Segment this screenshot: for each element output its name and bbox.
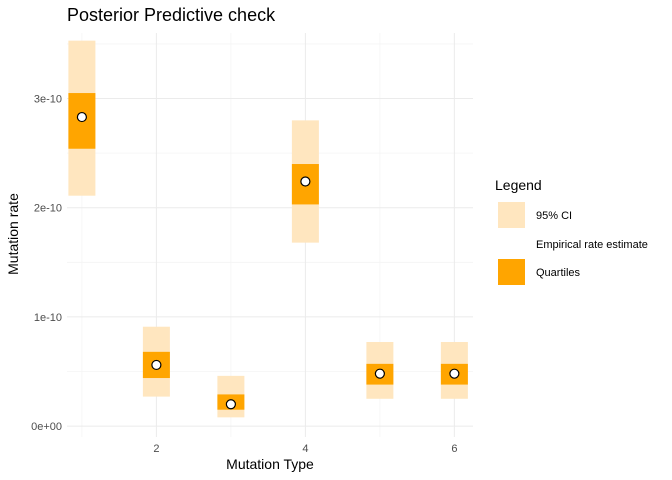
x-tick-label: 6 <box>451 443 457 455</box>
legend-label-empirical: Empirical rate estimate <box>536 239 648 251</box>
y-tick-label: 2e-10 <box>34 203 62 215</box>
x-axis-title: Mutation Type <box>226 456 314 472</box>
empirical-point <box>225 399 236 410</box>
legend-key-quartiles <box>498 259 525 285</box>
empirical-point <box>374 368 385 379</box>
legend-label-quartiles: Quartiles <box>536 267 581 279</box>
points <box>76 111 460 410</box>
x-tick-label: 2 <box>153 443 159 455</box>
grid <box>67 33 473 437</box>
x-axis-ticks: 2 4 6 <box>153 443 457 455</box>
empirical-point <box>449 368 460 379</box>
empirical-point <box>76 111 87 123</box>
y-tick-label: 1e-10 <box>34 312 62 324</box>
y-axis-title: Mutation rate <box>5 193 21 275</box>
chart-title: Posterior Predictive check <box>67 5 276 25</box>
ci-bars <box>68 40 468 418</box>
empirical-point <box>151 359 162 371</box>
y-tick-label: 0e+00 <box>31 421 62 433</box>
legend-title: Legend <box>495 177 542 193</box>
y-tick-label: 3e-10 <box>34 94 62 106</box>
empirical-point <box>300 176 311 187</box>
legend: Legend 95% CI Empirical rate estimate Qu… <box>495 177 648 285</box>
quartile-bars <box>68 93 468 410</box>
legend-label-ci: 95% CI <box>536 210 572 222</box>
y-axis-ticks: 0e+00 1e-10 2e-10 3e-10 <box>31 94 62 434</box>
legend-key-ci <box>498 202 525 228</box>
x-tick-label: 4 <box>302 443 308 455</box>
